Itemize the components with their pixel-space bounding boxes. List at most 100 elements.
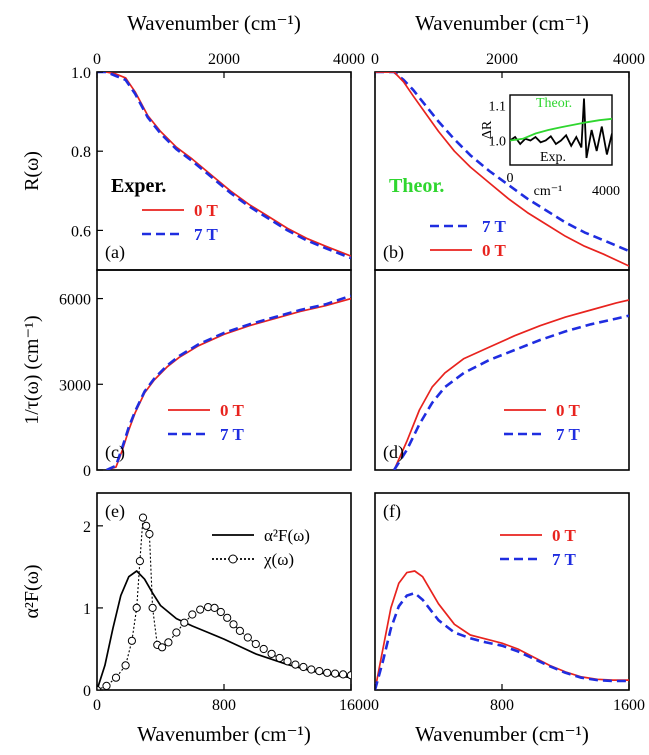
data-point: [291, 660, 300, 669]
series-line-a-0: [97, 72, 351, 257]
data-point: [299, 662, 308, 672]
legend-label: 7 T: [552, 550, 576, 569]
data-point: [142, 521, 151, 530]
data-point: [229, 620, 238, 629]
data-point: [307, 665, 316, 674]
panel-b: 0 2000 4000 Wavenumber (cm⁻¹) (b) Theor. 7 T 0 …: [371, 11, 645, 271]
data-point: [216, 607, 225, 617]
data-point: [145, 529, 154, 539]
panel-label: (a): [105, 242, 125, 263]
y-tick-label: 1: [83, 601, 91, 618]
series-line-e-1: [97, 517, 351, 690]
legend-label: 0 T: [482, 241, 506, 260]
panel-label: (e): [105, 501, 125, 522]
data-point: [259, 644, 268, 654]
legend-label: 0 T: [552, 526, 576, 545]
y-tick-label: 1.0: [71, 65, 91, 82]
x-tick-label: 2000: [486, 51, 518, 68]
data-point: [148, 603, 157, 613]
panel-e: 0 1 2 0 800 1600 Wavenumber (cm⁻¹) α²F(ω) (e) α²F…: [21, 492, 371, 746]
series-line-c-1: [105, 294, 351, 470]
inset-label-theor: Theor.: [536, 96, 572, 111]
data-point: [331, 669, 340, 678]
y-axis-title: α²F(ω): [21, 564, 43, 618]
series-line-b-0: [375, 72, 629, 253]
x-axis-title: Wavenumber (cm⁻¹): [137, 722, 311, 746]
x-tick-label: 0: [371, 697, 379, 714]
inset-series-line-0: [510, 117, 612, 142]
x-tick-label: 0: [371, 51, 379, 68]
inset-y-tick-label: 1.1: [489, 100, 507, 115]
data-point: [223, 613, 232, 622]
data-point: [251, 639, 260, 649]
panel-c: 0 3000 6000 1/τ(ω) (cm⁻¹) (c) 0 T 7 T: [21, 269, 352, 480]
panel-frame: [374, 269, 630, 471]
data-point: [127, 636, 136, 645]
panel-annotation: Theor.: [389, 175, 444, 197]
data-point: [196, 605, 205, 614]
data-point: [267, 649, 276, 659]
panel-a: 0.6 0.8 1.00 2000 4000 Wavenumber (cm⁻¹) R(ω) (…: [21, 11, 365, 271]
data-point: [243, 633, 252, 642]
data-point: [102, 681, 111, 690]
y-axis-title: R(ω): [21, 151, 43, 191]
data-point: [135, 557, 144, 566]
panel-label: (f): [383, 501, 401, 522]
data-point: [275, 653, 284, 663]
x-tick-label: 1600: [613, 697, 645, 714]
x-tick-label: 4000: [613, 51, 645, 68]
series-line-d-1: [393, 314, 629, 470]
top-axis-title: Wavenumber (cm⁻¹): [415, 11, 589, 35]
series-line-e-0: [97, 570, 351, 690]
data-point: [121, 661, 130, 670]
data-point: [339, 670, 348, 679]
inset-x-tick-label: 0: [507, 171, 514, 186]
x-tick-label: 800: [490, 697, 514, 714]
y-tick-label: 0: [83, 463, 91, 480]
data-point: [346, 671, 351, 680]
legend-label: 7 T: [482, 217, 506, 236]
x-tick-label: 0: [93, 697, 101, 714]
y-tick-label: 0.6: [71, 223, 91, 240]
inset-chart: 1.0 1.1 0 4000 cm⁻¹ ΔR Theor. Exp.: [480, 94, 620, 199]
data-point: [235, 626, 244, 636]
y-tick-label: 0.8: [71, 144, 91, 161]
panel-annotation: Exper.: [111, 175, 166, 197]
legend-marker: [228, 554, 238, 564]
legend-label: 7 T: [220, 425, 244, 444]
panel-frame: [96, 492, 352, 691]
legend-label: α²F(ω): [264, 526, 310, 545]
top-axis-title: Wavenumber (cm⁻¹): [127, 11, 301, 35]
data-point: [323, 668, 332, 677]
legend-label: 0 T: [556, 401, 580, 420]
y-axis-title: 1/τ(ω) (cm⁻¹): [21, 315, 43, 424]
data-point: [188, 610, 197, 619]
series-line-d-0: [393, 299, 629, 470]
inset-y-tick-label: 1.0: [489, 135, 507, 150]
legend-label: χ(ω): [263, 550, 294, 569]
y-tick-label: 3000: [59, 377, 91, 394]
panel-label: (c): [105, 442, 125, 463]
inset-series-line-1: [510, 98, 612, 159]
panel-label: (b): [383, 242, 404, 263]
inset-label-exp: Exp.: [540, 150, 566, 165]
data-point: [164, 638, 173, 647]
x-tick-label: 0: [93, 51, 101, 68]
data-point: [180, 618, 189, 627]
data-point: [315, 667, 324, 676]
series-line-b-1: [375, 72, 629, 267]
inset-x-tick-label: 4000: [592, 184, 620, 199]
x-tick-label: 800: [212, 697, 236, 714]
panel-d: (d) 0 T 7 T: [374, 269, 630, 471]
panel-frame: [96, 269, 352, 471]
legend-label: 7 T: [194, 225, 218, 244]
x-tick-label: 1600: [339, 697, 371, 714]
series-line-f-0: [375, 570, 629, 690]
data-point: [158, 643, 167, 652]
series-line-a-1: [97, 72, 351, 260]
legend-label: 7 T: [556, 425, 580, 444]
data-point: [138, 513, 148, 522]
legend-label: 0 T: [220, 401, 244, 420]
inset-x-axis-title: cm⁻¹: [534, 184, 563, 199]
